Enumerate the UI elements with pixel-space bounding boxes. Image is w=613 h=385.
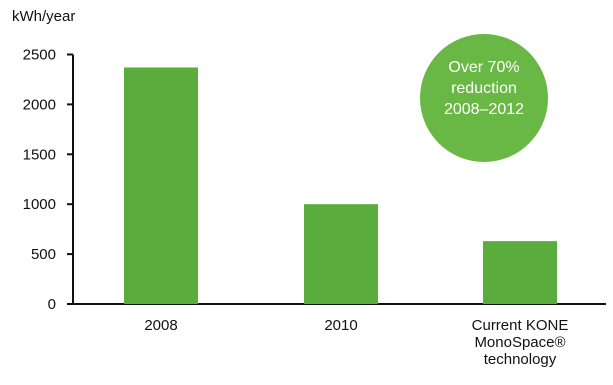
- y-tick-label: 0: [48, 296, 56, 313]
- y-axis-label: kWh/year: [12, 8, 75, 25]
- y-tick-label: 1500: [23, 146, 56, 163]
- x-tick-label: technology: [484, 351, 557, 368]
- callout-text: reduction: [451, 80, 517, 97]
- callout-circle: [420, 34, 548, 162]
- y-tick-label: 2000: [23, 96, 56, 113]
- x-tick-label: Current KONE: [472, 317, 569, 334]
- x-tick-label: 2010: [324, 317, 357, 334]
- callout-text: Over 70%: [448, 59, 519, 76]
- bar: [304, 204, 378, 304]
- y-tick-label: 1000: [23, 196, 56, 213]
- bar: [483, 241, 557, 304]
- callout-text: 2008–2012: [444, 101, 524, 118]
- reduction-callout: Over 70% reduction 2008–2012: [420, 34, 548, 162]
- y-tick-label: 500: [31, 246, 56, 263]
- x-tick-label: 2008: [144, 317, 177, 334]
- y-tick-label: 2500: [23, 47, 56, 64]
- bar: [124, 67, 198, 304]
- y-axis: 0 500 1000 1500 2000 2500: [23, 47, 74, 313]
- bars: [124, 67, 557, 304]
- x-tick-label: MonoSpace®: [474, 334, 565, 351]
